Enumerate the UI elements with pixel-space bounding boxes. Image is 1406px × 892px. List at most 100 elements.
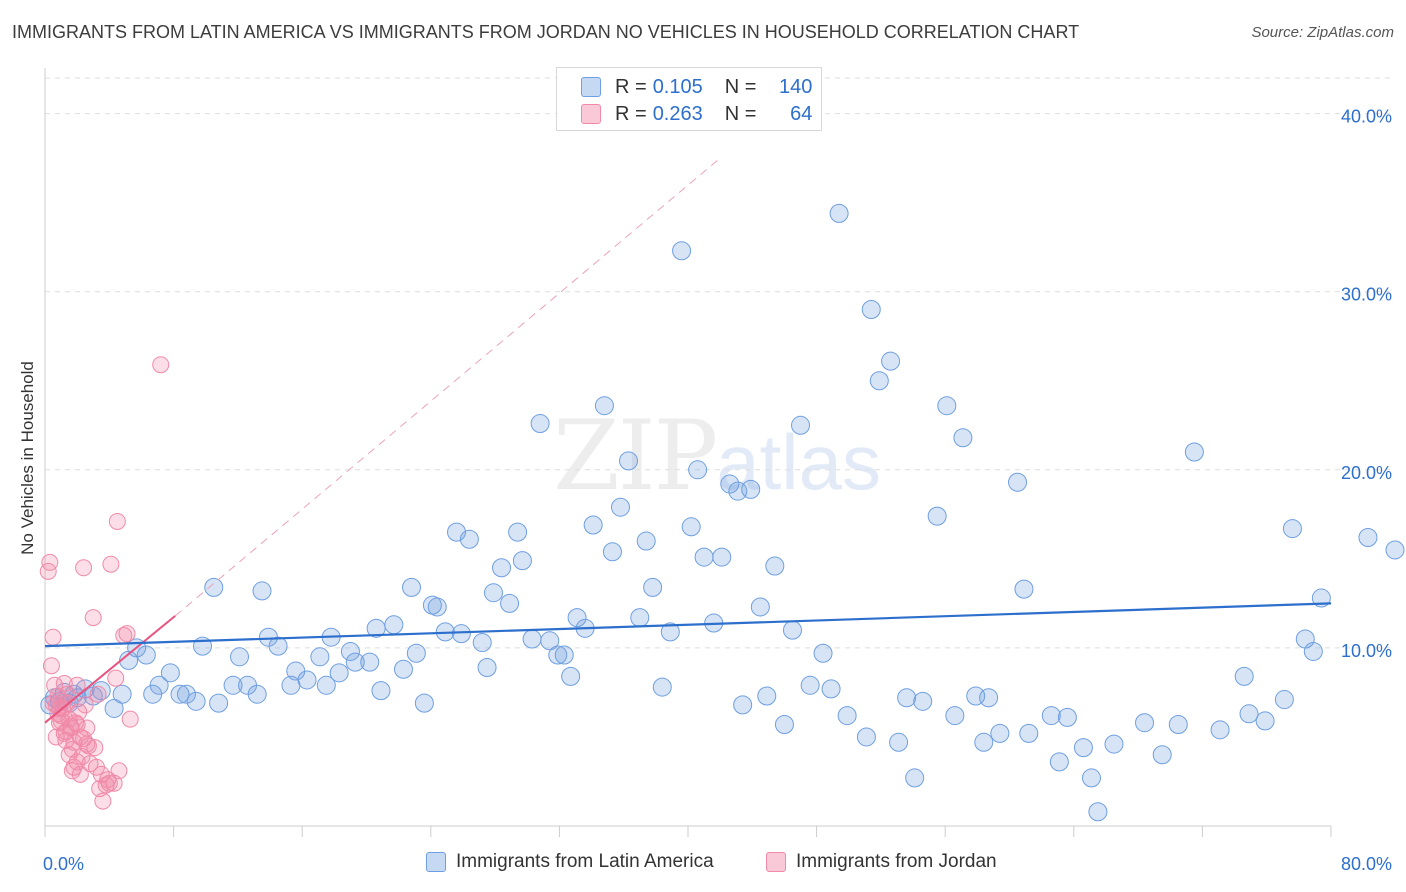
data-point-latin [733,695,753,715]
data-point-jordan [76,696,94,714]
data-point-latin [610,497,630,517]
data-point-latin [791,415,811,435]
data-point-latin [1152,745,1172,765]
data-point-latin [297,670,317,690]
data-point-latin [643,577,663,597]
trendline-jordan [44,615,176,724]
data-point-latin [881,351,901,371]
data-point-latin [508,522,528,542]
data-point-jordan [152,356,170,374]
data-point-latin [953,428,973,448]
r-value: 0.263 [652,102,703,125]
x-tick-label: 80.0% [1341,854,1392,874]
data-point-jordan [102,555,120,573]
legend-label-latin: Immigrants from Latin America [456,851,714,872]
data-point-jordan [110,762,128,780]
data-point-latin [1081,768,1101,788]
data-point-latin [522,629,542,649]
data-point-jordan [68,676,86,694]
data-point-latin [112,684,132,704]
data-point-jordan [86,739,104,757]
data-point-latin [500,593,520,613]
r-label: R = [615,102,647,125]
data-point-latin [451,624,471,644]
data-point-latin [741,479,761,499]
n-label: N = [724,75,757,98]
data-point-latin [750,597,770,617]
watermark-atlas: atlas [716,418,881,506]
data-point-latin [186,691,206,711]
data-point-latin [472,633,492,653]
data-point-latin [567,608,587,628]
data-point-latin [170,684,190,704]
data-point-jordan [89,685,107,703]
data-point-latin [1104,734,1124,754]
data-point-latin [979,688,999,708]
data-point-latin [230,647,250,667]
data-point-latin [530,414,550,434]
data-point-latin [1049,752,1069,772]
data-point-jordan [52,712,70,730]
stats-legend: R = 0.105 N = 140 R = 0.263 N = 64 [556,67,822,131]
data-point-latin [837,706,857,726]
data-point-latin [905,768,925,788]
data-point-latin [384,615,404,635]
data-point-jordan [71,765,89,783]
data-point-latin [1168,714,1188,734]
source-credit: Source: ZipAtlas.com [1251,24,1394,41]
data-point-latin [252,581,272,601]
data-point-jordan [47,728,65,746]
data-point-latin [927,506,947,526]
data-point-latin [414,693,434,713]
data-point-latin [1282,519,1302,539]
data-point-jordan [39,562,57,580]
n-label: N = [724,102,757,125]
data-point-latin [561,666,581,686]
n-value: 64 [790,102,813,125]
data-point-latin [136,645,156,665]
data-point-latin [1008,472,1028,492]
stats-row-latin: R = 0.105 N = 140 [581,74,812,100]
data-point-latin [782,620,802,640]
data-point-latin [1057,707,1077,727]
data-point-latin [889,732,909,752]
data-point-latin [774,714,794,734]
data-point-latin [681,517,701,537]
data-point-latin [1073,738,1093,758]
data-point-latin [652,677,672,697]
data-point-latin [483,583,503,603]
data-point-jordan [87,758,105,776]
data-point-latin [594,396,614,416]
data-point-latin [209,693,229,713]
data-point-latin [345,652,365,672]
chart-title: IMMIGRANTS FROM LATIN AMERICA VS IMMIGRA… [12,22,1080,42]
data-point-jordan [42,657,60,675]
trendline-jordan-extension [174,157,721,617]
legend-item-jordan[interactable]: Immigrants from Jordan [766,851,997,873]
watermark: ZIPatlas [553,400,881,512]
data-point-jordan [108,512,126,530]
data-point-latin [1135,713,1155,733]
y-tick-label: 20.0% [1341,463,1392,483]
data-point-latin [492,558,512,578]
data-point-jordan [55,675,73,693]
data-point-latin [630,608,650,628]
data-point-latin [247,684,267,704]
jordan-swatch [766,852,786,872]
data-point-jordan [78,735,96,753]
series-legend: Immigrants from Latin America Immigrants… [0,851,1406,877]
y-tick-label: 10.0% [1341,641,1392,661]
data-point-jordan [84,609,102,627]
data-point-latin [861,300,881,320]
r-value: 0.105 [652,75,703,98]
data-point-latin [990,723,1010,743]
latin-swatch [581,77,601,97]
data-point-latin [688,460,708,480]
data-point-latin [427,597,447,617]
data-point-latin [548,645,568,665]
data-point-latin [459,529,479,549]
legend-item-latin[interactable]: Immigrants from Latin America [426,851,714,873]
data-point-latin [856,727,876,747]
data-point-latin [765,556,785,576]
